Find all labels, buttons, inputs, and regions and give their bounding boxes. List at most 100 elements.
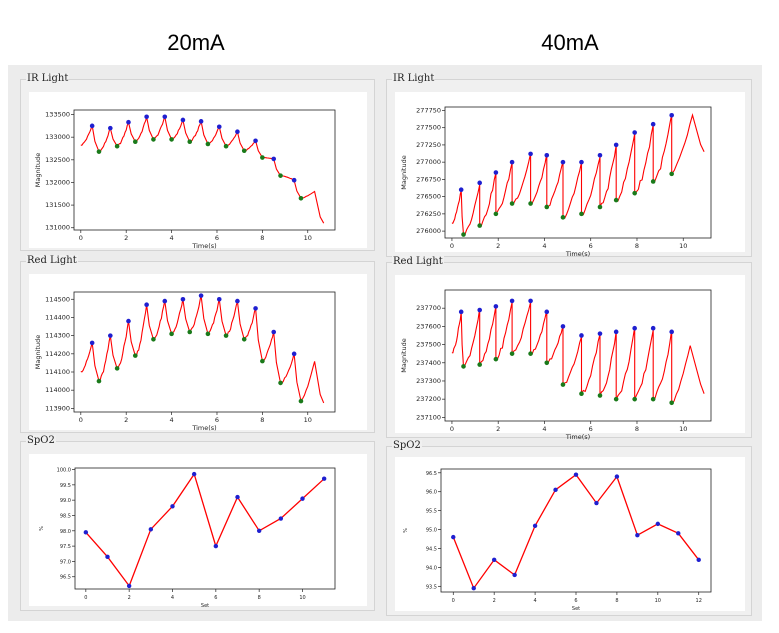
y-tick-label: 95.5 <box>426 509 437 515</box>
x-tick-label: 8 <box>260 416 264 424</box>
y-tick-label: 114500 <box>45 295 70 303</box>
y-tick-label: 132500 <box>45 156 70 164</box>
spo2-marker <box>512 572 517 578</box>
y-axis-label: % <box>39 526 45 531</box>
x-axis-label: Time(s) <box>565 250 590 258</box>
valley-marker <box>597 393 603 398</box>
peak-marker <box>180 117 186 123</box>
valley-marker <box>187 139 193 144</box>
ir-chart-40mA: 0 2 4 6 8 10 276000 276250 276500 276750 277000 277… <box>400 106 712 258</box>
spo2-line <box>452 473 700 590</box>
peak-marker <box>89 340 95 346</box>
peak-marker <box>509 298 515 304</box>
valley-marker <box>132 353 138 358</box>
spo2-marker <box>83 530 89 535</box>
valley-marker <box>278 380 283 386</box>
y-axis-label: Magnitude <box>400 338 408 372</box>
peak-marker <box>253 138 258 144</box>
red-group-label-20mA: Red Light <box>26 255 78 267</box>
x-tick-label: 6 <box>215 234 219 242</box>
valley-marker <box>96 378 102 384</box>
ir-group-label-20mA: IR Light <box>26 73 70 85</box>
peak-marker <box>477 307 482 313</box>
spo2-marker <box>635 533 640 538</box>
valley-marker <box>560 215 566 220</box>
peak-marker <box>613 329 619 335</box>
peak-marker <box>669 112 674 118</box>
plot-frame <box>444 106 712 239</box>
red-group-40mA: 0 2 4 6 8 10 237100 237200 237300 237400 237500 237… <box>386 262 752 441</box>
spo2-group-label-20mA: SpO2 <box>26 435 56 447</box>
y-axis-label: Magnitude <box>34 335 42 369</box>
peak-marker <box>235 298 240 304</box>
valley-marker <box>461 232 466 237</box>
peak-marker <box>108 125 113 131</box>
y-tick-label: 96.0 <box>426 490 437 496</box>
valley-marker <box>114 143 120 149</box>
y-tick-label: 100.0 <box>57 468 71 474</box>
y-tick-label: 277750 <box>416 106 441 114</box>
peak-marker <box>493 170 499 175</box>
spo2-marker <box>126 583 132 589</box>
spo2-marker <box>235 494 240 500</box>
y-tick-label: 276000 <box>416 227 441 235</box>
peak-marker <box>597 331 603 336</box>
spo2-marker <box>471 586 476 591</box>
valley-marker <box>669 171 674 177</box>
valley-marker <box>613 396 619 402</box>
valley-marker <box>114 366 120 371</box>
y-tick-label: 94.0 <box>426 565 437 571</box>
peak-marker <box>560 324 566 329</box>
peak-marker <box>509 159 515 165</box>
valley-marker <box>509 201 515 206</box>
x-tick-label: 0 <box>450 425 454 433</box>
x-tick-label: 8 <box>615 598 618 604</box>
valley-marker <box>205 331 211 337</box>
y-tick-label: 237700 <box>416 304 441 312</box>
y-tick-label: 237400 <box>416 359 441 367</box>
valley-marker <box>650 179 656 184</box>
ir-chart-20mA: 0 2 4 6 8 10 131000 131500 132000 132500 133000 133… <box>34 109 336 250</box>
peak-marker <box>271 329 277 335</box>
spo2-marker <box>553 487 558 493</box>
valley-marker <box>509 351 515 356</box>
x-axis-label: Set <box>572 606 580 612</box>
x-tick-label: 0 <box>450 242 454 250</box>
peak-marker <box>458 187 464 193</box>
ir-group-label-40mA: IR Light <box>392 73 436 85</box>
spo2-marker <box>532 523 538 528</box>
x-tick-label: 2 <box>124 234 128 242</box>
peak-marker <box>144 114 149 120</box>
y-tick-label: 98.0 <box>60 529 71 535</box>
valley-marker <box>241 336 247 342</box>
peak-marker <box>544 309 550 315</box>
y-tick-label: 133500 <box>45 111 70 119</box>
valley-marker <box>241 148 247 154</box>
spo2-marker <box>300 496 305 501</box>
y-tick-label: 237100 <box>416 413 441 421</box>
y-axis-label: Magnitude <box>34 153 42 187</box>
x-tick-label: 2 <box>496 425 500 433</box>
red-group-20mA: 0 2 4 6 8 10 113900 114000 114100 114200 114300 114… <box>20 261 375 433</box>
spo2-line <box>85 472 325 588</box>
peak-marker <box>458 309 464 315</box>
x-tick-label: 10 <box>679 242 687 250</box>
x-tick-label: 4 <box>533 598 536 604</box>
y-tick-label: 237500 <box>416 341 441 349</box>
peak-marker <box>528 298 533 304</box>
x-tick-label: 4 <box>170 234 174 242</box>
peak-marker <box>162 114 168 120</box>
y-tick-label: 114400 <box>45 313 70 321</box>
red-chart-40mA: 0 2 4 6 8 10 237100 237200 237300 237400 237500 237… <box>400 289 712 441</box>
y-tick-label: 99.5 <box>60 483 71 489</box>
peak-marker <box>493 304 499 309</box>
valley-marker <box>477 362 482 367</box>
y-tick-label: 94.5 <box>426 546 437 552</box>
y-tick-label: 237600 <box>416 322 441 330</box>
peak-marker <box>126 119 131 125</box>
x-tick-label: 10 <box>655 598 661 604</box>
x-tick-label: 0 <box>84 595 87 601</box>
valley-marker <box>260 155 265 160</box>
signal-line <box>451 300 705 404</box>
valley-marker <box>544 360 550 366</box>
